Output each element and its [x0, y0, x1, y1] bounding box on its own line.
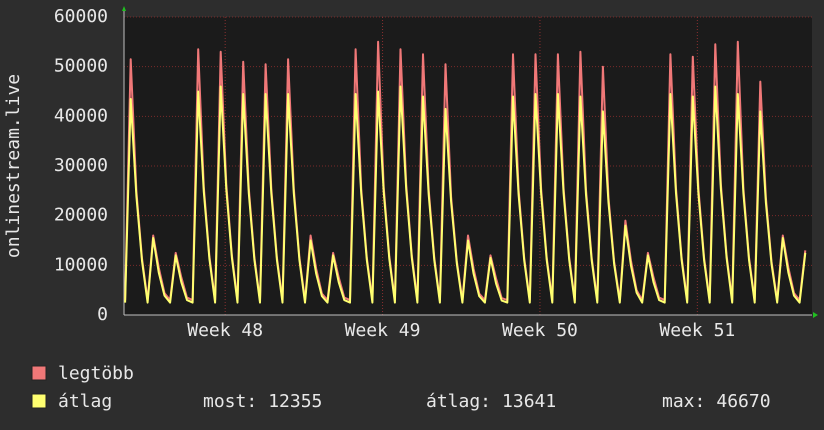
x-tick-label: Week 49: [345, 320, 421, 341]
legend-label: átlag: [58, 391, 112, 412]
y-tick-label: 0: [97, 304, 108, 325]
stat-value: 46670: [716, 391, 770, 412]
series-line: [124, 85, 807, 304]
x-tick-label: Week 51: [659, 320, 735, 341]
y-tick-label: 50000: [54, 56, 108, 77]
legend-swatch: [31, 365, 47, 381]
axis-arrow: [122, 6, 126, 11]
stat-label: most:: [203, 391, 257, 412]
y-tick-label: 30000: [54, 155, 108, 176]
axis-arrow: [813, 312, 818, 318]
y-tick-label: 10000: [54, 254, 108, 275]
plot-area: [124, 17, 812, 315]
stat-label: max:: [662, 391, 705, 412]
x-tick-label: Week 50: [502, 320, 578, 341]
y-axis-label: onlinestream.live: [3, 74, 24, 258]
y-tick-label: 40000: [54, 105, 108, 126]
y-tick-label: 60000: [54, 6, 108, 27]
y-tick-label: 20000: [54, 205, 108, 226]
stat-value: 12355: [268, 391, 322, 412]
stat-value: 13641: [502, 391, 556, 412]
legend-label: legtöbb: [58, 363, 134, 384]
x-tick-label: Week 48: [187, 320, 263, 341]
legend-swatch: [31, 393, 47, 409]
stat-label: átlag:: [426, 391, 491, 412]
